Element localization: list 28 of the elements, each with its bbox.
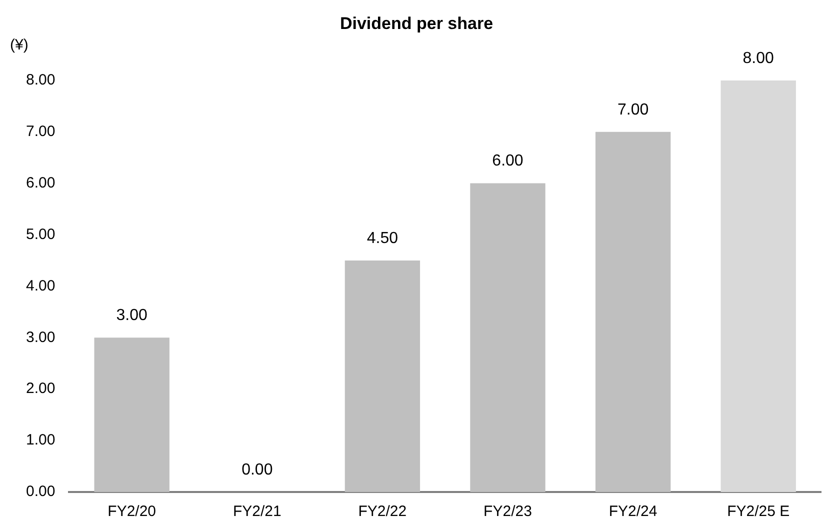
x-tick-label: FY2/23 — [484, 503, 532, 520]
y-tick-label: 5.00 — [26, 226, 56, 243]
bar — [344, 260, 420, 492]
x-tick-label: FY2/22 — [358, 503, 407, 520]
data-label: 3.00 — [116, 307, 148, 324]
y-tick-label: 0.00 — [26, 483, 56, 500]
data-label: 6.00 — [492, 152, 524, 170]
data-label: 8.00 — [742, 50, 774, 67]
chart-title: Dividend per share — [340, 14, 494, 33]
y-tick-label: 8.00 — [26, 72, 56, 89]
y-tick-label: 7.00 — [26, 122, 56, 140]
data-label: 0.00 — [242, 461, 273, 478]
x-tick-label: FY2/21 — [232, 503, 282, 520]
bar — [720, 80, 796, 492]
y-tick-label: 1.00 — [26, 432, 56, 449]
bar — [94, 338, 170, 492]
y-tick-label: 3.00 — [26, 328, 56, 346]
data-label: 7.00 — [617, 101, 649, 118]
x-tick-label: FY2/25 E — [727, 503, 790, 520]
x-tick-label: FY2/24 — [608, 503, 658, 520]
y-tick-label: 4.00 — [26, 277, 56, 294]
y-tick-label: 6.00 — [26, 174, 56, 192]
y-axis-title: (¥) — [10, 36, 28, 54]
bar — [470, 183, 546, 492]
y-tick-label: 2.00 — [26, 380, 56, 398]
data-label: 4.50 — [366, 230, 398, 247]
bar — [595, 132, 671, 492]
x-tick-label: FY2/20 — [108, 503, 156, 520]
